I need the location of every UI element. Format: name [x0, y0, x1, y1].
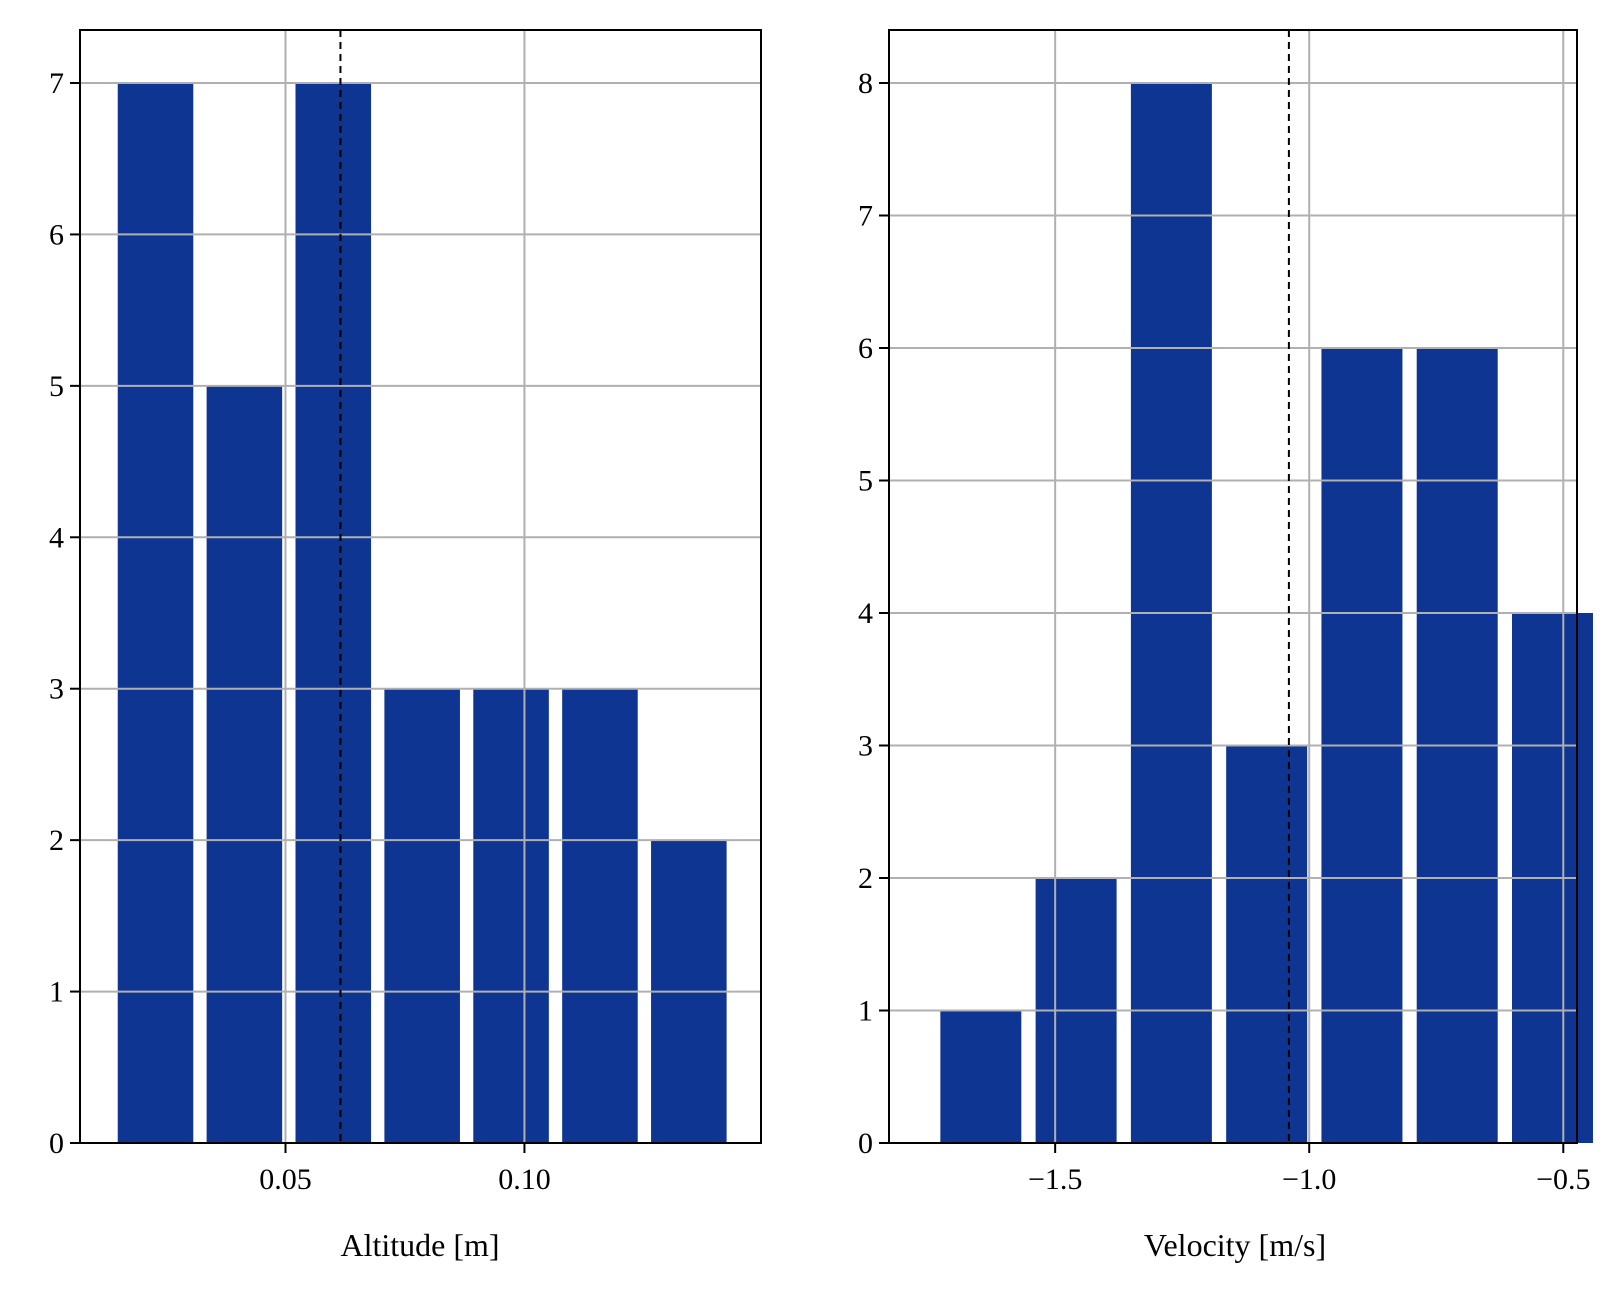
histogram-bar	[206, 385, 283, 1143]
x-axis-label: Velocity [m/s]	[1144, 1227, 1326, 1263]
velocity-histogram: Velocity [m/s] 0 1 2 3 4 5 6 7 8 −1.5 −1.0 −0.5	[858, 29, 1593, 1263]
y-tick-label: 3	[858, 730, 873, 763]
x-tick-label: 0.05	[259, 1163, 312, 1196]
histogram-bar	[562, 688, 638, 1143]
y-tick-label: 3	[49, 673, 64, 706]
y-tick-label: 7	[858, 200, 873, 233]
histogram-bar	[940, 1010, 1022, 1143]
x-tick-label: −1.0	[1282, 1163, 1336, 1196]
y-tick-label: 0	[858, 1127, 873, 1160]
x-tick-label: −1.5	[1028, 1163, 1082, 1196]
histogram-bar	[117, 83, 194, 1143]
y-tick-label: 2	[49, 824, 64, 857]
histogram-bar	[384, 688, 460, 1143]
y-tick-label: 1	[858, 995, 873, 1028]
histogram-bar	[295, 83, 372, 1143]
y-tick-label: 8	[858, 67, 873, 100]
y-tick-label: 0	[49, 1127, 64, 1160]
y-tick-label: 6	[858, 332, 873, 365]
y-tick-label: 4	[858, 597, 873, 630]
y-tick-label: 1	[49, 976, 64, 1009]
y-tick-label: 4	[49, 521, 64, 554]
plot-frame	[79, 29, 762, 1144]
x-axis-label: Altitude [m]	[340, 1227, 499, 1263]
y-tick-label: 2	[858, 862, 873, 895]
y-tick-label: 5	[858, 465, 873, 498]
y-tick-label: 7	[49, 67, 64, 100]
plot-frame	[888, 29, 1578, 1144]
histogram-bar	[1226, 745, 1308, 1143]
histogram-bar	[473, 688, 549, 1143]
y-tick-label: 6	[49, 218, 64, 251]
y-tick-label: 5	[49, 370, 64, 403]
x-tick-label: 0.10	[498, 1163, 551, 1196]
x-tick-label: −0.5	[1536, 1163, 1590, 1196]
altitude-histogram: Altitude [m] 0 1 2 3 4 5 6 7 0.05 0.10	[49, 29, 762, 1263]
